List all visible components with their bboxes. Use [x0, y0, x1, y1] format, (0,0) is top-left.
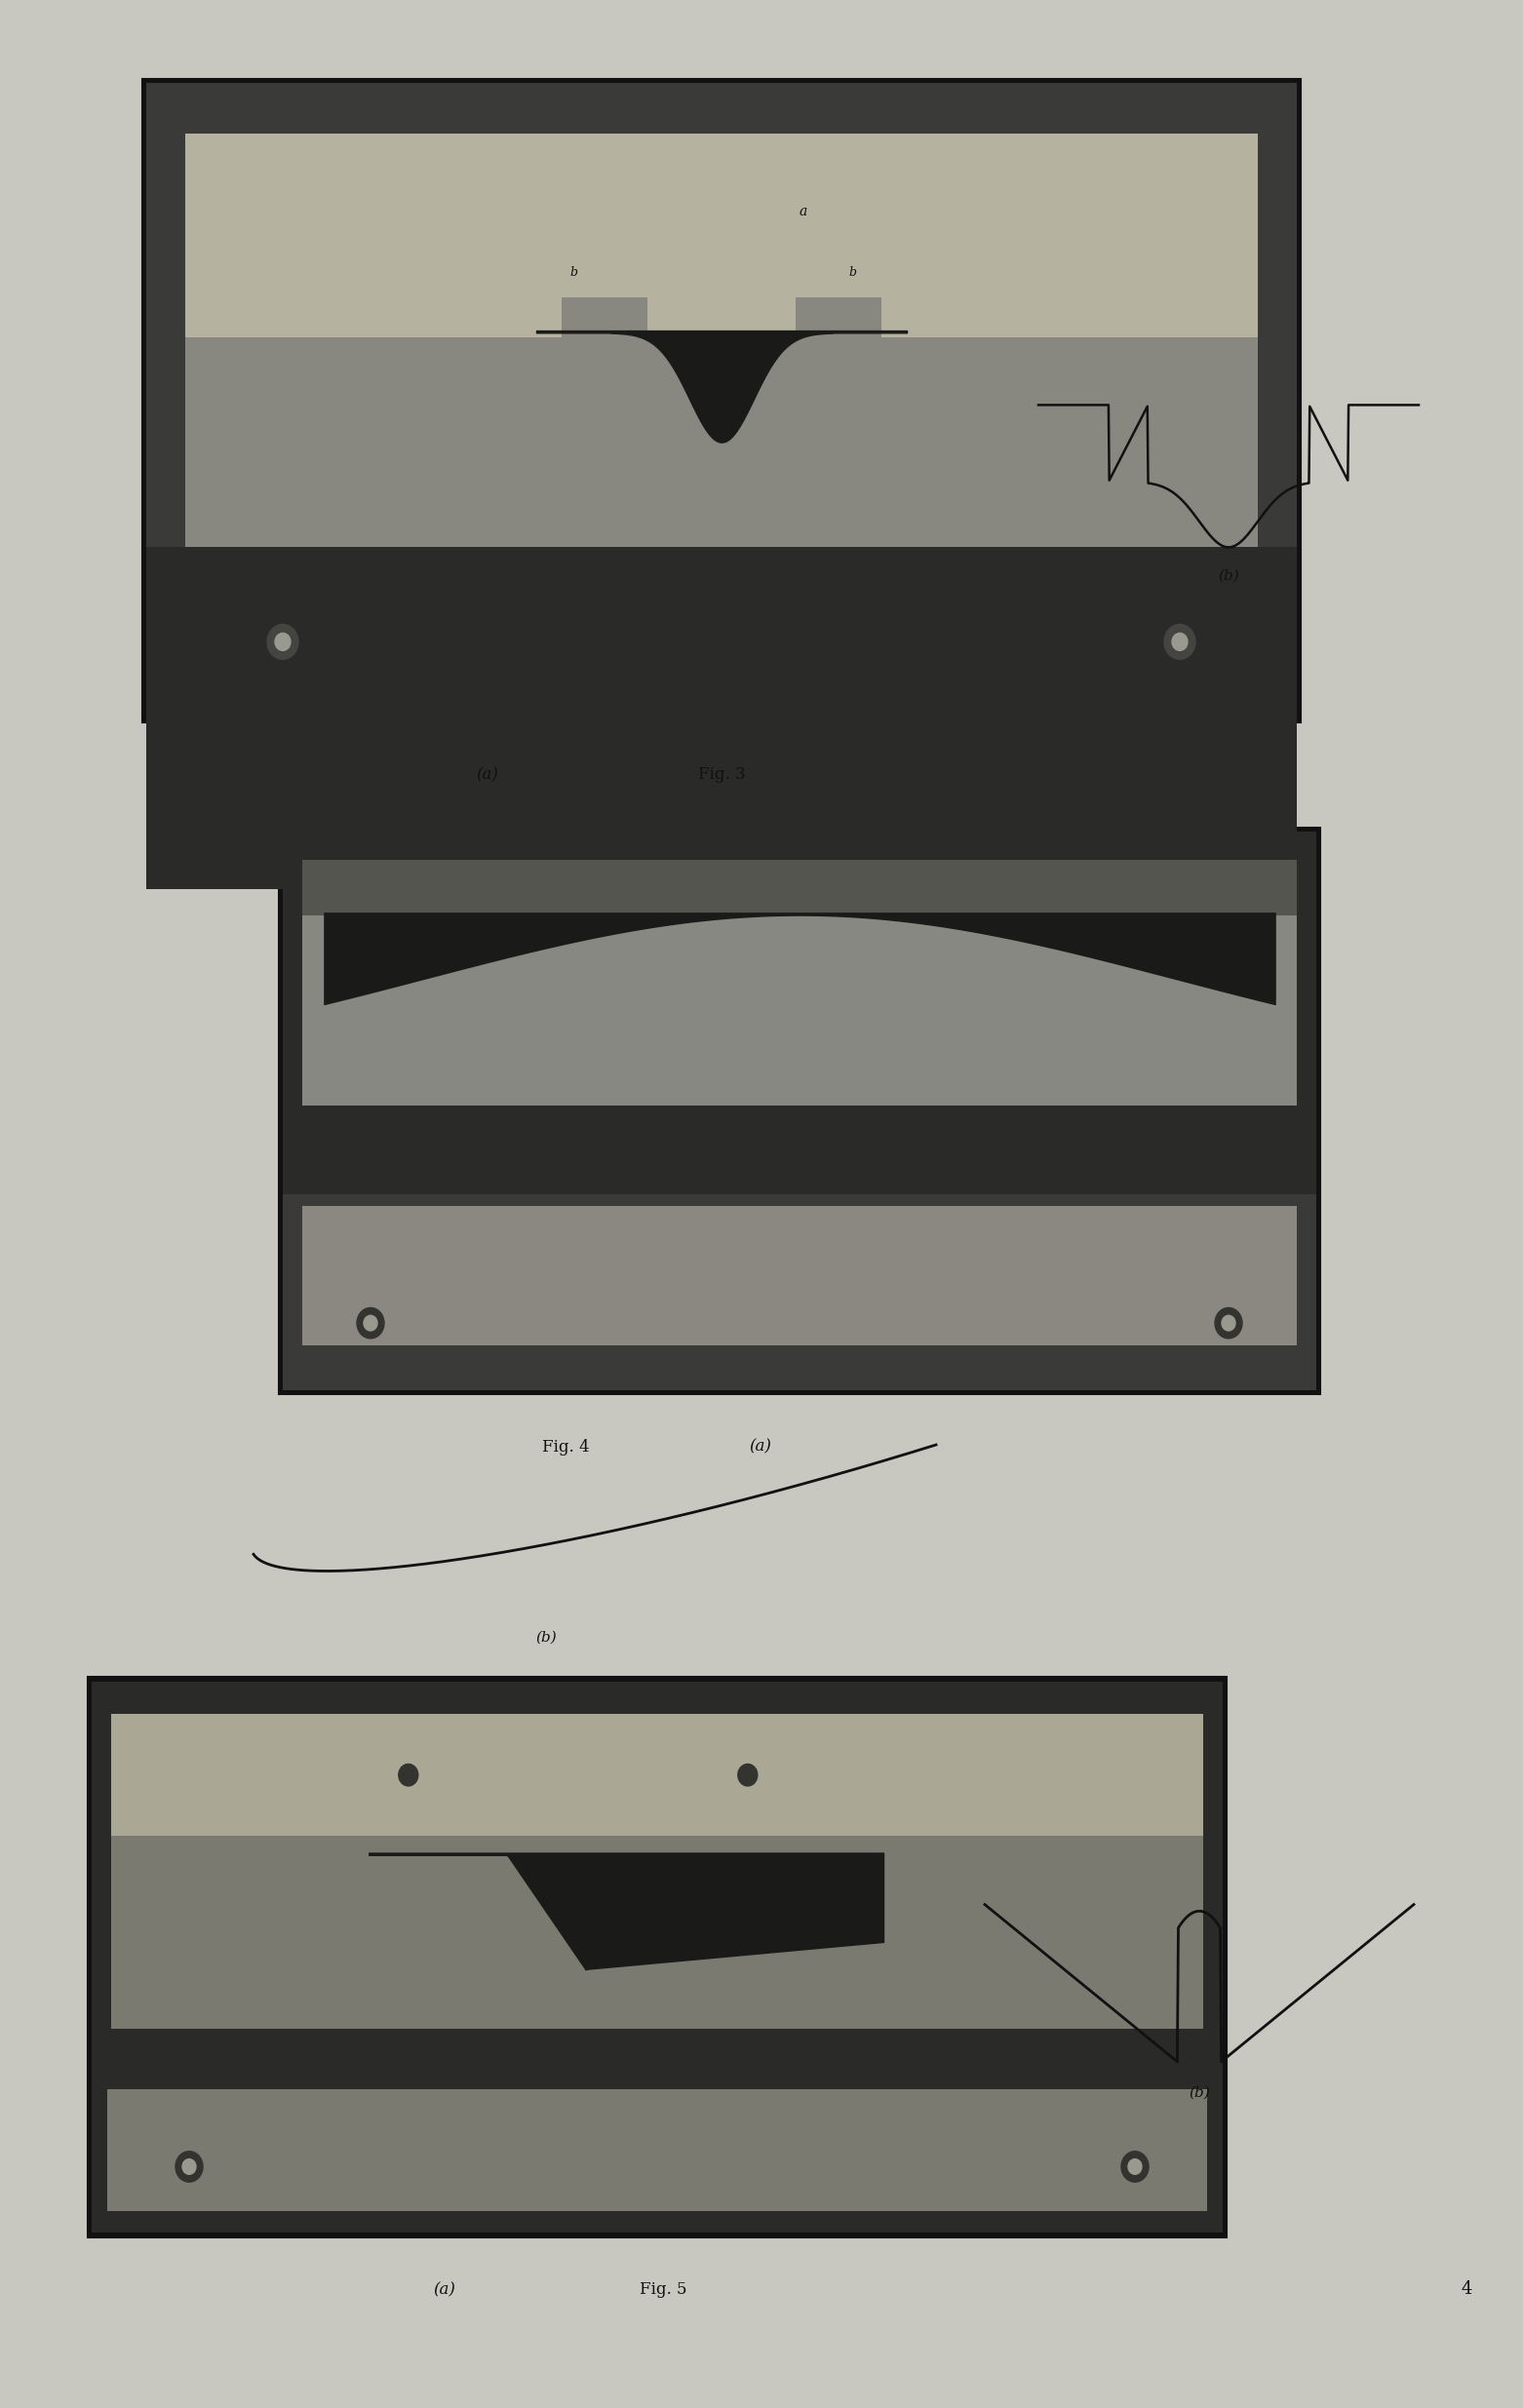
- Circle shape: [739, 1765, 757, 1787]
- Text: Fig. 4: Fig. 4: [542, 1438, 589, 1454]
- Bar: [111, 1835, 1203, 2030]
- Bar: [146, 547, 1296, 718]
- Bar: [302, 860, 1296, 915]
- Bar: [186, 337, 1258, 578]
- Bar: [283, 1194, 1316, 1389]
- Bar: [91, 1681, 1223, 2232]
- Bar: [91, 2078, 1223, 2232]
- Bar: [302, 915, 1296, 1105]
- Circle shape: [356, 1308, 384, 1339]
- Bar: [88, 1676, 1226, 2237]
- Bar: [146, 547, 1296, 889]
- Circle shape: [1221, 1315, 1235, 1332]
- Circle shape: [175, 2150, 203, 2182]
- Bar: [302, 1206, 1296, 1346]
- Text: (a): (a): [434, 2280, 455, 2297]
- Text: (b): (b): [1188, 2085, 1209, 2100]
- Bar: [111, 1714, 1203, 1835]
- Text: (b): (b): [536, 1630, 556, 1645]
- Circle shape: [1215, 1308, 1243, 1339]
- Circle shape: [1129, 2160, 1142, 2174]
- Text: (a): (a): [749, 1438, 772, 1454]
- Bar: [795, 299, 882, 347]
- Circle shape: [183, 2160, 196, 2174]
- Text: (b): (b): [1218, 568, 1240, 583]
- Bar: [279, 828, 1320, 1394]
- Text: Fig. 3: Fig. 3: [698, 766, 745, 783]
- Text: (a): (a): [477, 766, 498, 783]
- Circle shape: [276, 633, 291, 650]
- Bar: [562, 299, 647, 347]
- Text: a: a: [800, 205, 807, 219]
- Text: 4: 4: [1461, 2280, 1473, 2297]
- Bar: [142, 79, 1301, 722]
- Circle shape: [1164, 624, 1196, 660]
- Circle shape: [267, 624, 299, 660]
- Circle shape: [364, 1315, 378, 1332]
- Bar: [186, 135, 1258, 337]
- Bar: [146, 84, 1296, 718]
- Bar: [107, 2090, 1208, 2211]
- Text: b: b: [570, 267, 577, 279]
- Circle shape: [1121, 2150, 1148, 2182]
- Circle shape: [1173, 633, 1188, 650]
- Bar: [283, 831, 1316, 1389]
- Text: b: b: [848, 267, 856, 279]
- Circle shape: [399, 1765, 419, 1787]
- Text: Fig. 5: Fig. 5: [640, 2280, 687, 2297]
